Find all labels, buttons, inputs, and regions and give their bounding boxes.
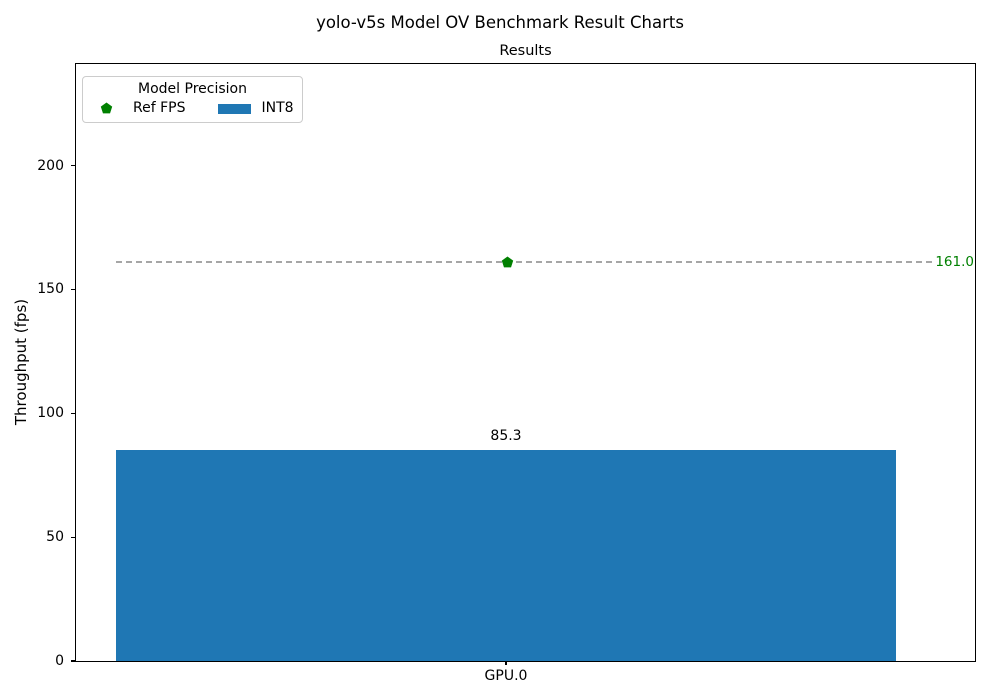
y-tick-mark (71, 536, 75, 538)
ref-line-value-label: 161.0 (935, 254, 974, 271)
bar-value-label: 85.3 (490, 427, 522, 444)
pentagon-marker-icon (100, 102, 113, 114)
y-tick-mark (71, 412, 75, 414)
legend-entry-ref-fps: Ref FPS (100, 100, 185, 117)
y-tick-label: 200 (37, 157, 64, 174)
reference-line (116, 261, 936, 263)
legend-row: Ref FPS INT8 (83, 100, 302, 117)
int8-color-swatch (218, 103, 252, 114)
y-tick-label: 150 (37, 281, 64, 298)
figure-title: yolo-v5s Model OV Benchmark Result Chart… (316, 13, 684, 32)
ref-fps-marker-icon (501, 256, 513, 268)
y-tick-mark (71, 288, 75, 290)
bar-int8 (116, 449, 896, 661)
x-tick-mark (505, 661, 507, 665)
y-tick-label: 0 (55, 653, 64, 669)
legend-entry-int8: INT8 (185, 100, 294, 117)
y-tick-mark (71, 164, 75, 167)
legend-entry-label-ref-fps: Ref FPS (133, 100, 186, 116)
y-tick-label: 100 (37, 405, 64, 422)
axes-title: Results (499, 43, 552, 59)
y-tick-mark (71, 660, 75, 662)
y-tick-label: 50 (46, 529, 64, 546)
legend-title: Model Precision (138, 81, 247, 97)
legend: Model Precision Ref FPS INT8 (82, 76, 303, 123)
legend-entry-label-int8: INT8 (261, 100, 294, 116)
x-tick-label: GPU.0 (484, 668, 528, 684)
plot-area: 85.3 161.0 Model Precision Ref FPS INT8 (37, 63, 976, 684)
